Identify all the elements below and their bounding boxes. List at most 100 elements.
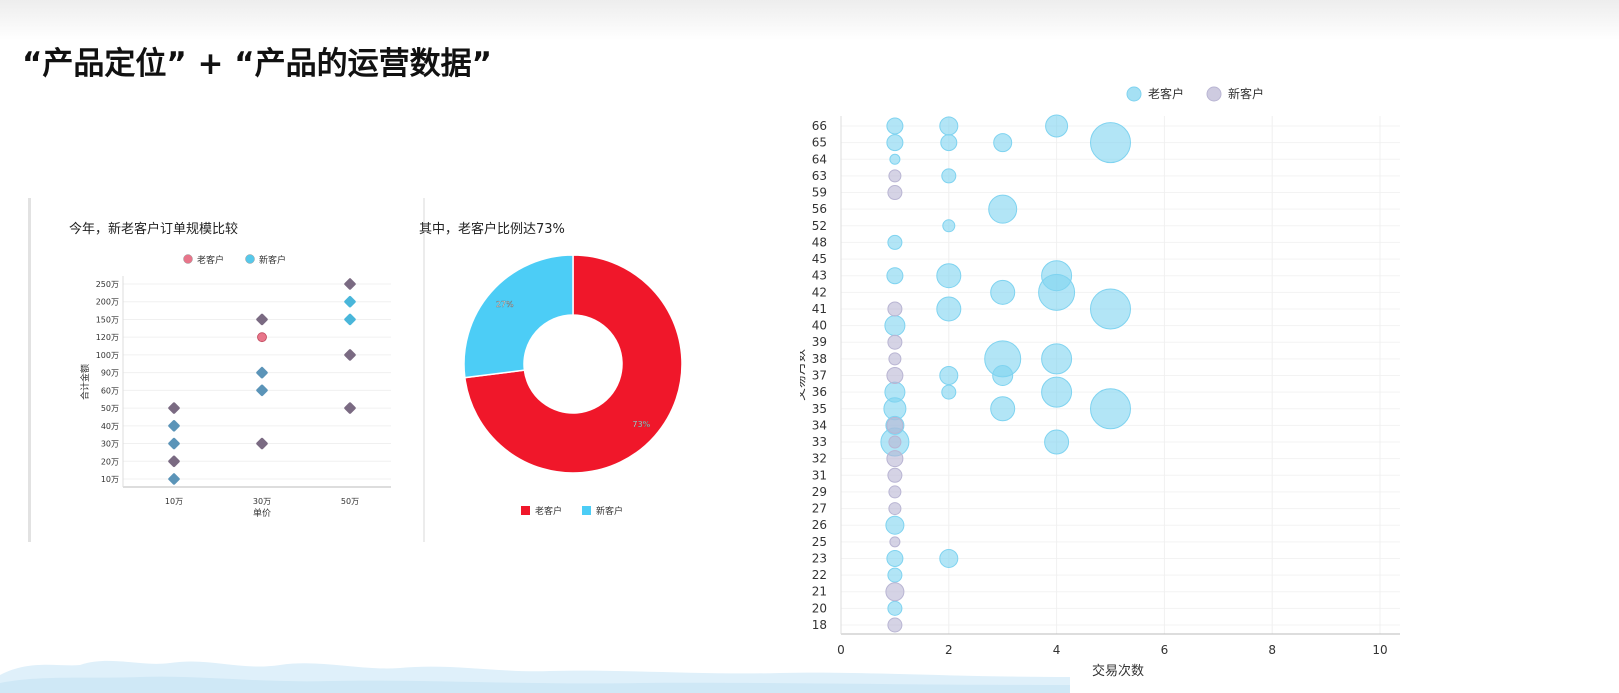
bubble-0 [886, 267, 904, 285]
bubble-1 [889, 536, 901, 548]
y-tick-label: 26 [812, 518, 827, 532]
bubble-0 [884, 315, 906, 337]
bubble-0 [885, 515, 905, 535]
bubble-0 [1038, 273, 1076, 311]
data-point-0 [344, 278, 356, 290]
y-tick-label: 36 [812, 385, 827, 399]
legend-marker-0 [521, 506, 530, 515]
legend-marker-0 [1126, 86, 1142, 102]
bubble-0 [936, 296, 962, 322]
bubble-1 [888, 352, 902, 366]
y-tick-label: 52 [812, 219, 827, 233]
y-tick-label: 27 [812, 502, 827, 516]
bubble-1 [888, 502, 902, 516]
y-tick-label: 56 [812, 202, 827, 216]
bubble-1 [887, 301, 903, 317]
y-tick-label: 33 [812, 435, 827, 449]
y-tick-label: 20万 [101, 457, 119, 466]
x-axis-label: 单价 [253, 507, 271, 519]
bubble-0 [887, 600, 903, 616]
bubble-0 [1041, 376, 1073, 408]
bubble-0 [1090, 388, 1131, 430]
y-tick-label: 25 [812, 535, 827, 549]
y-tick-label: 23 [812, 551, 827, 565]
data-point-1 [168, 420, 180, 432]
legend-label-0: 老客户 [1148, 86, 1184, 101]
y-tick-label: 22 [812, 568, 827, 582]
bubble-1 [886, 416, 904, 434]
header-gradient [0, 0, 1619, 40]
y-tick-label: 40万 [101, 422, 119, 431]
bubble-0 [1045, 114, 1069, 138]
bubble-0 [1044, 429, 1070, 455]
x-tick-label: 10万 [165, 497, 183, 506]
y-tick-label: 20 [812, 601, 827, 615]
y-tick-label: 31 [812, 468, 827, 482]
bottom-cloud-decoration [0, 660, 1070, 693]
legend-marker-0 [183, 254, 193, 264]
y-tick-label: 10万 [101, 475, 119, 484]
bubble-1 [887, 617, 903, 633]
bubble-0 [887, 234, 903, 250]
x-tick-label: 30万 [253, 497, 271, 506]
trading-months-bubble-chart: 老客户 新客户1820212223252627293132333435363738… [800, 86, 1400, 679]
bubble-0 [990, 396, 1016, 422]
bubble-0 [990, 279, 1016, 305]
bubble-0 [942, 219, 956, 233]
donut-slice-1 [463, 254, 574, 379]
legend-label-1: 新客户 [596, 505, 623, 517]
data-point-1 [344, 295, 356, 308]
y-axis-label: 交易月数 [800, 349, 808, 401]
y-tick-label: 100万 [96, 351, 119, 360]
y-tick-label: 32 [812, 452, 827, 466]
y-tick-label: 43 [812, 269, 827, 283]
y-tick-label: 18 [812, 618, 827, 632]
y-tick-label: 150万 [96, 315, 119, 324]
bubble-1 [888, 169, 902, 183]
bubble-0 [939, 116, 959, 136]
bubble-0 [941, 168, 957, 184]
legend-label-0: 老客户 [197, 254, 224, 266]
y-tick-label: 64 [812, 152, 827, 166]
y-tick-label: 120万 [96, 333, 119, 342]
data-point-1 [168, 473, 180, 485]
bubble-1 [887, 467, 903, 483]
y-tick-label: 38 [812, 352, 827, 366]
legend-marker-1 [1206, 86, 1222, 102]
data-point-0 [168, 402, 180, 414]
bubble-0 [936, 263, 962, 289]
y-tick-label: 29 [812, 485, 827, 499]
legend-label-1: 新客户 [259, 254, 286, 266]
data-point-0 [344, 402, 356, 414]
y-tick-label: 90万 [101, 369, 119, 378]
data-point-1 [168, 437, 180, 450]
x-tick-label: 8 [1268, 643, 1276, 657]
x-tick-label: 10 [1372, 643, 1387, 657]
y-tick-label: 63 [812, 169, 827, 183]
bubble-1 [887, 334, 903, 350]
y-tick-label: 50万 [101, 404, 119, 413]
bubble-0 [939, 366, 959, 385]
bubble-1 [886, 450, 904, 468]
bubble-0 [993, 133, 1013, 153]
y-tick-label: 59 [812, 186, 827, 200]
bubble-1 [888, 485, 902, 499]
data-point-0 [257, 332, 267, 343]
bubble-1 [886, 367, 904, 384]
y-tick-label: 66 [812, 119, 827, 133]
x-tick-label: 6 [1161, 643, 1169, 657]
order-scale-scatter-chart: 老客户 新客户 10万 20万 30万 40万 50万 60万 90万 100万 120万 150万 2… [79, 254, 391, 519]
x-tick-label: 0 [837, 643, 845, 657]
y-tick-label: 40 [812, 319, 827, 333]
y-tick-label: 35 [812, 402, 827, 416]
legend-label-0: 老客户 [535, 505, 562, 517]
bubble-0 [887, 567, 903, 583]
donut-slice-0 [464, 254, 683, 474]
y-tick-label: 60万 [101, 386, 119, 395]
bubble-0 [1041, 343, 1073, 375]
y-tick-label: 34 [812, 418, 827, 432]
customer-ratio-chart-title: 其中，老客户比例达73% [419, 222, 565, 237]
customer-ratio-panel: 其中，老客户比例达73% 73% 27% 老客户 新客户 [419, 198, 725, 542]
y-tick-label: 250万 [96, 280, 119, 289]
bubble-0 [988, 194, 1018, 224]
